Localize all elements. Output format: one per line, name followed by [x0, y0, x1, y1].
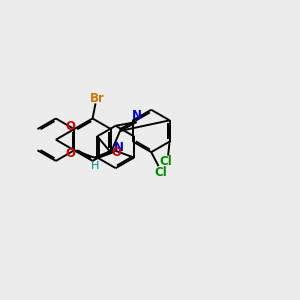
Text: O: O [66, 120, 76, 133]
Text: Cl: Cl [154, 166, 167, 178]
Text: H: H [91, 161, 99, 171]
Text: N: N [131, 109, 142, 122]
Text: O: O [111, 146, 121, 159]
Text: Cl: Cl [159, 155, 172, 168]
Text: N: N [114, 141, 124, 154]
Text: Br: Br [90, 92, 104, 105]
Text: O: O [66, 147, 76, 160]
